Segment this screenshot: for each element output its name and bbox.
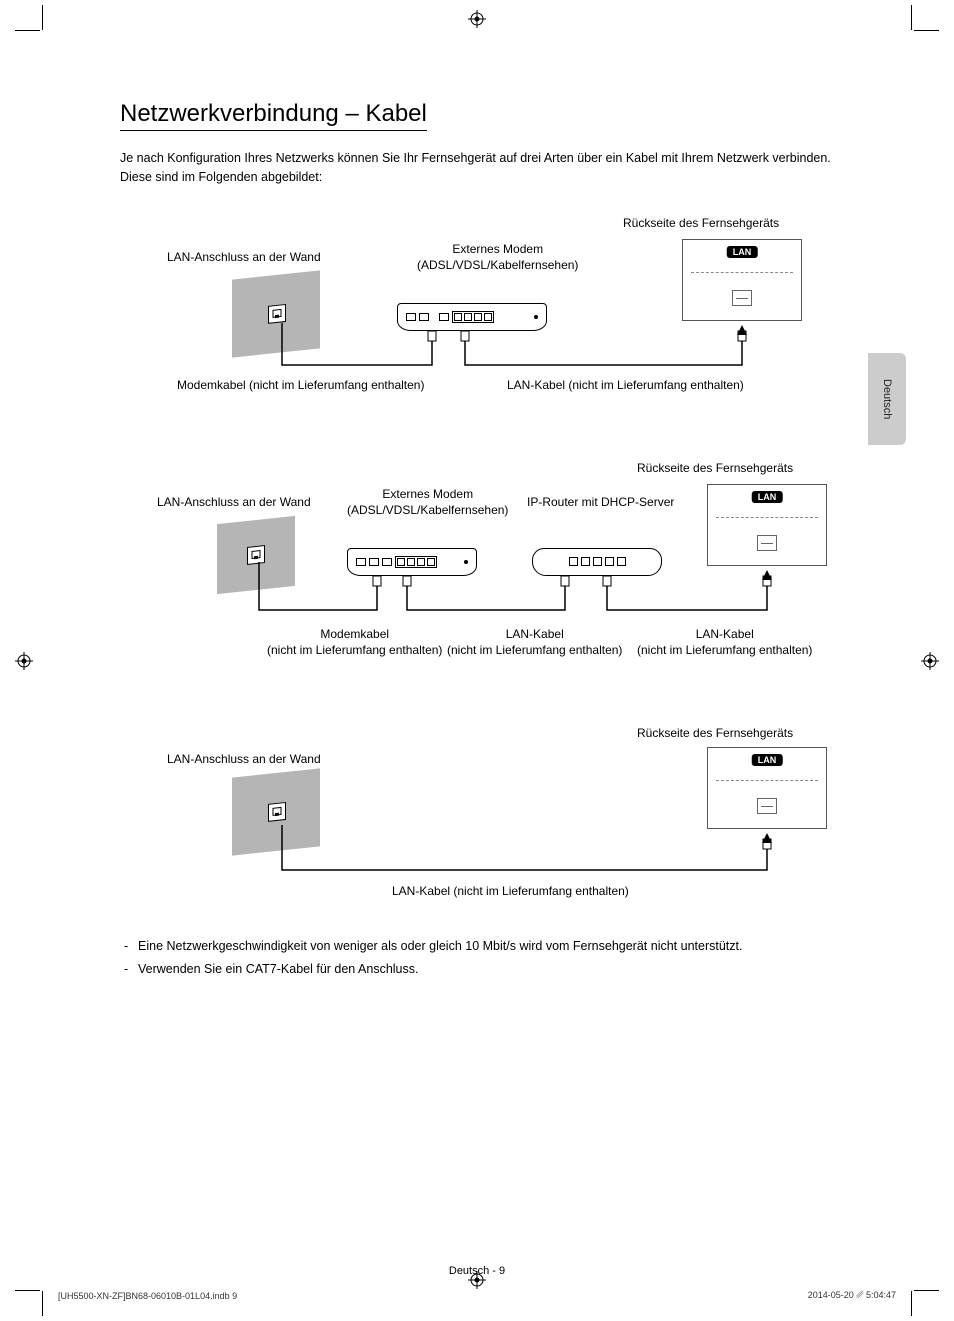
note-item: Verwenden Sie ein CAT7-Kabel für den Ans… [138,958,854,982]
cable-lines [137,725,857,905]
lan-cable-label: LAN-Kabel (nicht im Lieferumfang enthalt… [447,626,622,658]
crop-mark [42,1291,43,1316]
registration-mark-icon [15,652,33,670]
registration-mark-icon [468,10,486,28]
notes-list: Eine Netzwerkgeschwindigkeit von weniger… [120,935,854,983]
crop-mark [42,5,43,30]
crop-mark [914,1290,939,1291]
registration-mark-icon [921,652,939,670]
footer-file-info: [UH5500-XN-ZF]BN68-06010B-01L04.indb 9 [58,1291,237,1301]
footer-timestamp: 2014-05-20 ␥ 5:04:47 [808,1290,896,1301]
diagram-2: Rückseite des Fernsehgeräts LAN-Anschlus… [137,460,837,670]
crop-mark [914,30,939,31]
diagram-3: Rückseite des Fernsehgeräts LAN-Anschlus… [137,725,837,905]
page-title: Netzwerkverbindung – Kabel [120,100,427,131]
note-item: Eine Netzwerkgeschwindigkeit von weniger… [138,935,854,959]
crop-mark [15,30,40,31]
crop-mark [911,1291,912,1316]
intro-text: Je nach Konfiguration Ihres Netzwerks kö… [120,149,854,187]
page-number: Deutsch - 9 [0,1265,954,1277]
diagram-1: Rückseite des Fernsehgeräts LAN-Anschlus… [137,215,837,405]
modem-cable-label: Modemkabel (nicht im Lieferumfang enthal… [177,377,424,393]
crop-mark [15,1290,40,1291]
lan-cable-label: LAN-Kabel (nicht im Lieferumfang enthalt… [637,626,812,658]
lan-cable-label: LAN-Kabel (nicht im Lieferumfang enthalt… [507,377,744,393]
modem-cable-label: Modemkabel (nicht im Lieferumfang enthal… [267,626,442,658]
crop-mark [911,5,912,30]
lan-cable-label: LAN-Kabel (nicht im Lieferumfang enthalt… [392,883,629,899]
